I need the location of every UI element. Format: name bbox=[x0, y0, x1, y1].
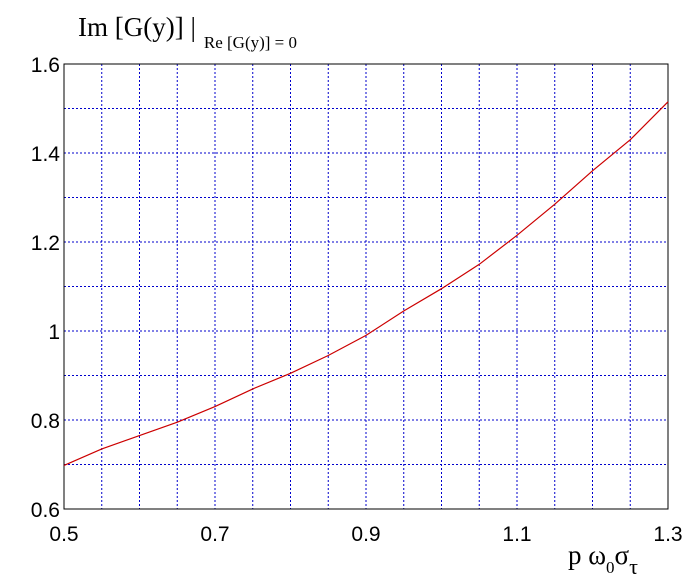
y-tick-label: 1.4 bbox=[31, 143, 61, 166]
y-tick-label: 1.6 bbox=[31, 54, 60, 77]
series-line bbox=[63, 101, 669, 466]
x-tick-labels: 0.5 0.7 0.9 1.1 1.3 bbox=[49, 523, 682, 546]
y-tick-label: 1.2 bbox=[31, 232, 60, 255]
x-tick-label: 0.7 bbox=[200, 523, 229, 546]
y-axis-label: Im [G(y)] |Re [G(y)] = 0 bbox=[78, 12, 297, 52]
y-tick-label: 1 bbox=[48, 321, 60, 344]
x-tick-label: 1.1 bbox=[502, 523, 531, 546]
y-tick-label: 0.6 bbox=[31, 499, 60, 522]
x-tick-label: 0.5 bbox=[49, 523, 78, 546]
x-axis-label-tau: τ bbox=[629, 554, 638, 579]
x-tick-label: 0.9 bbox=[351, 523, 380, 546]
y-tick-label: 0.8 bbox=[31, 410, 60, 433]
y-tick-labels: 0.6 0.8 1 1.2 1.4 1.6 bbox=[31, 54, 61, 522]
x-axis-label: p ω0στ bbox=[568, 540, 638, 579]
x-axis-label-subscript: 0 bbox=[606, 558, 615, 577]
x-axis-label-sigma: σ bbox=[615, 540, 630, 570]
x-tick-label: 1.3 bbox=[653, 523, 682, 546]
grid bbox=[64, 64, 668, 509]
y-axis-label-subscript: Re [G(y)] = 0 bbox=[204, 33, 297, 52]
plot-frame bbox=[63, 63, 669, 510]
